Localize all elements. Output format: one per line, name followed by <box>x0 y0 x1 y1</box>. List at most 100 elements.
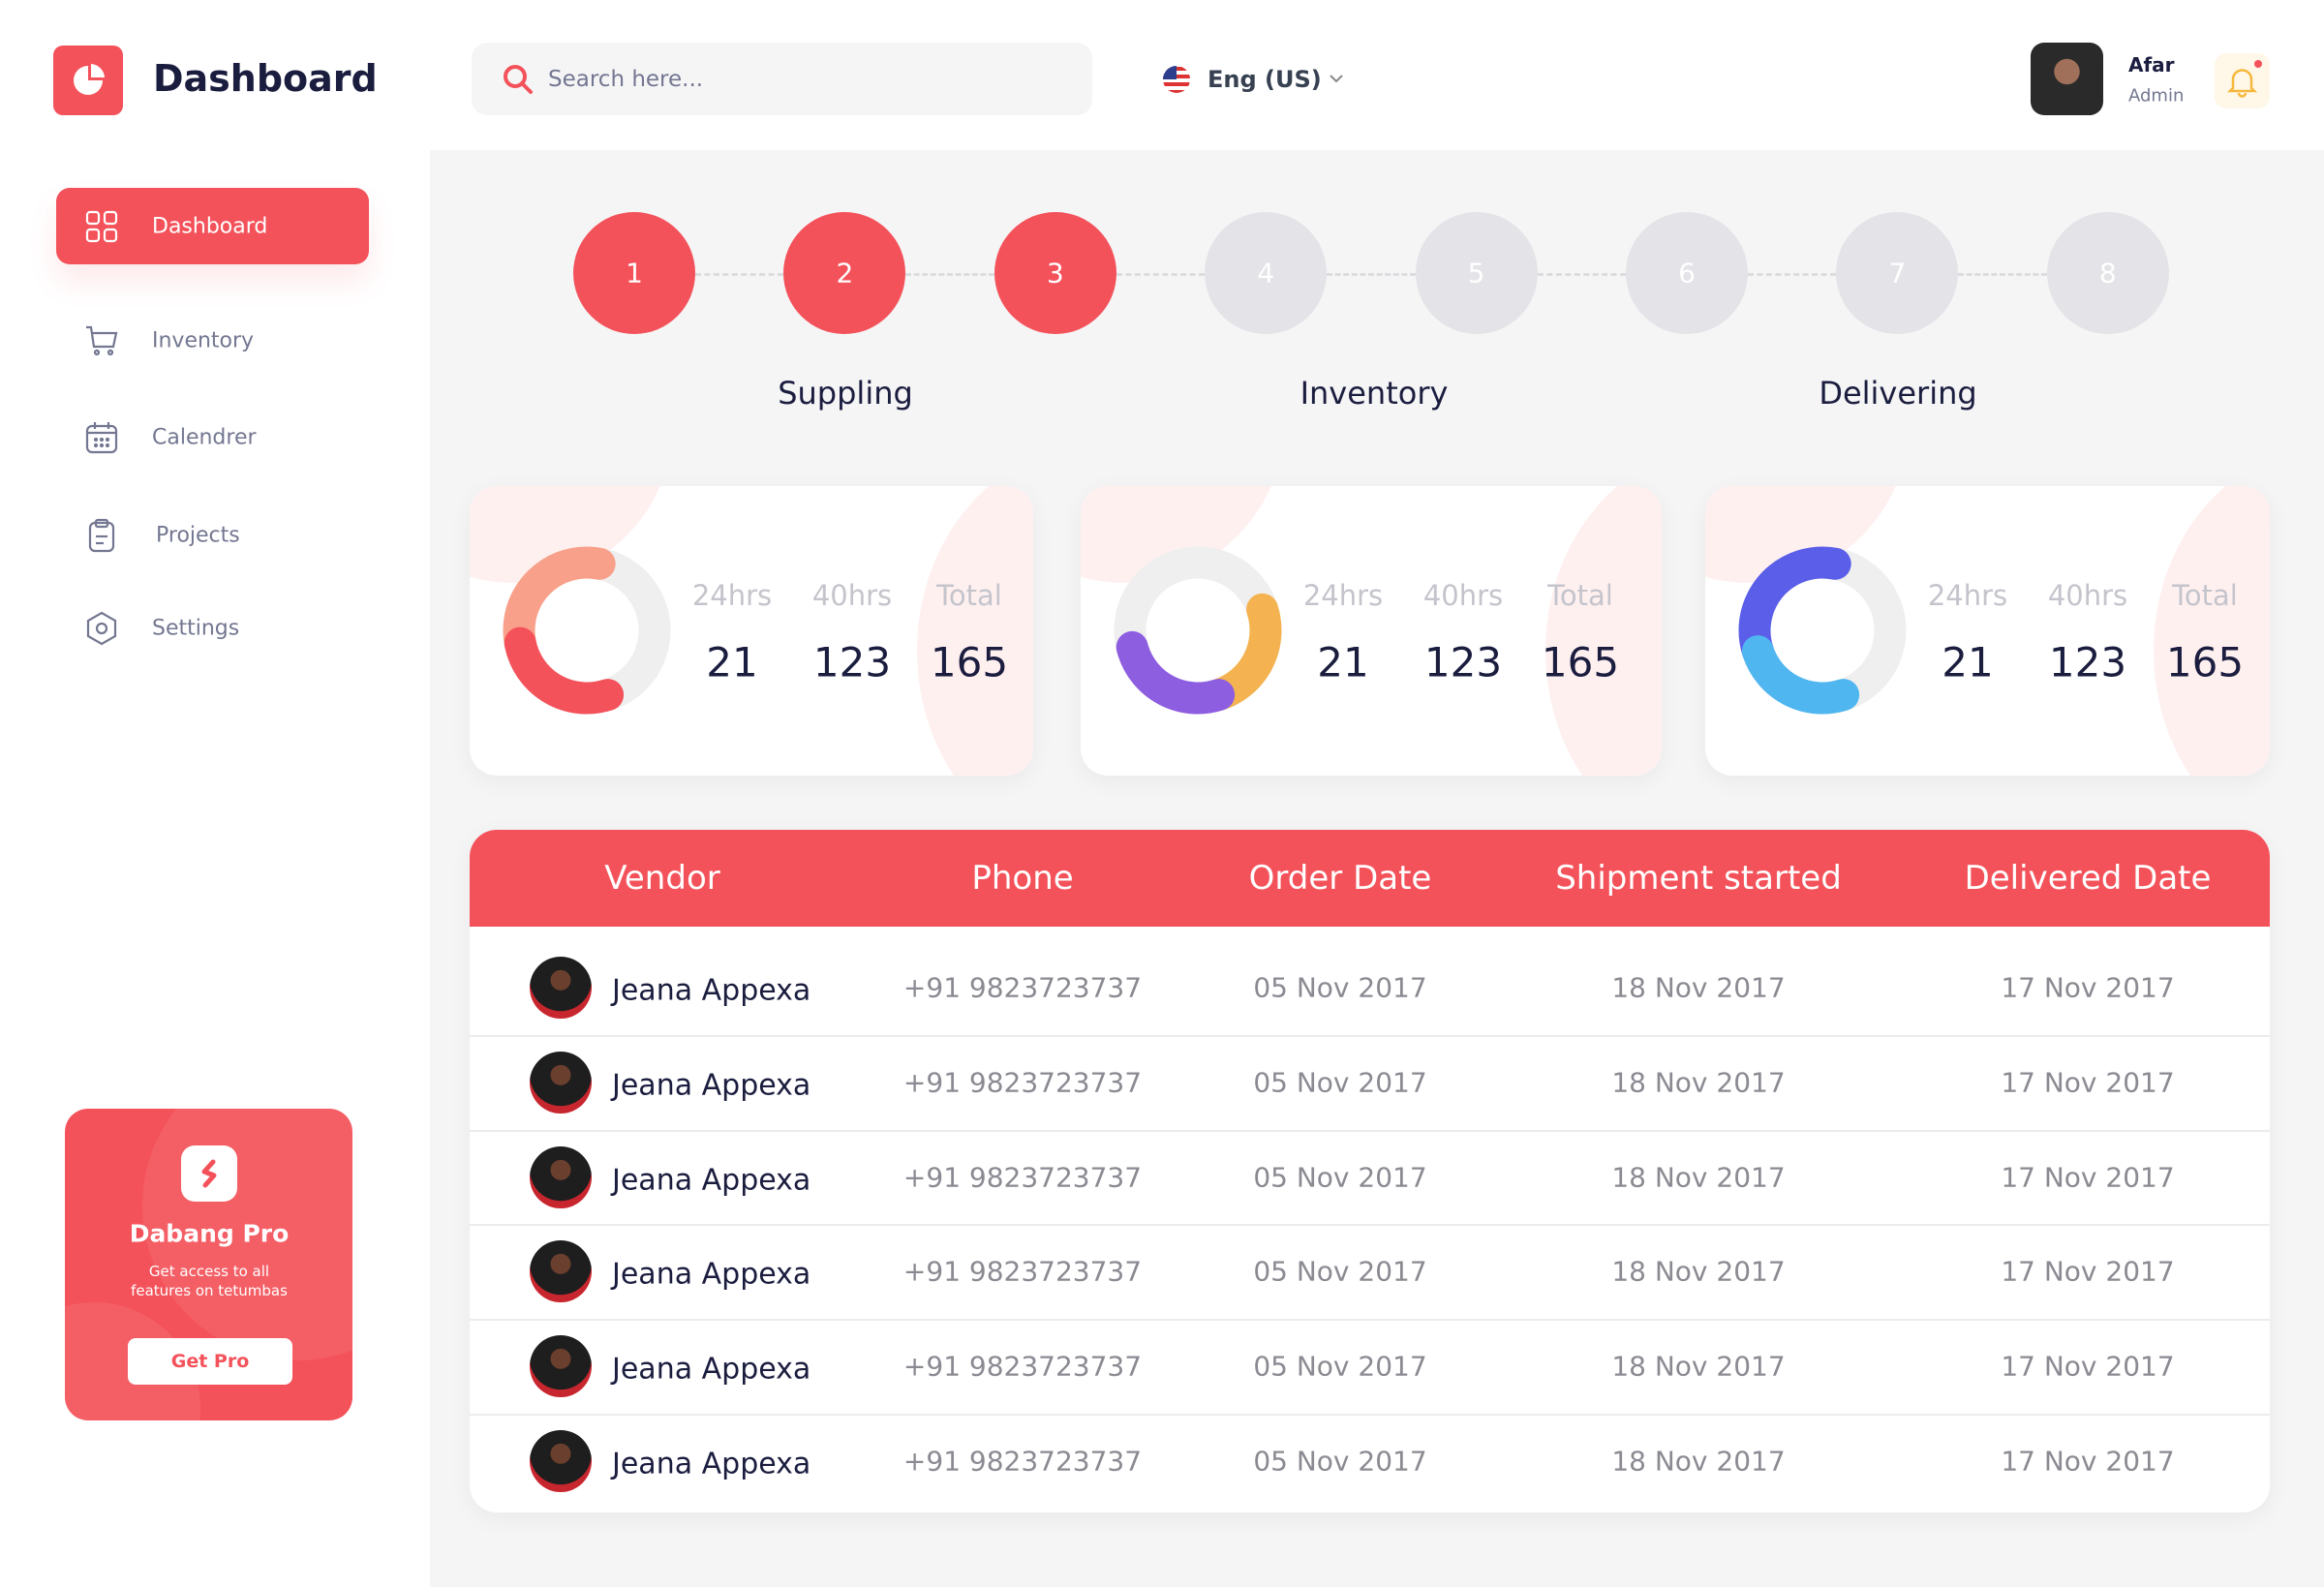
step-number: 7 <box>1888 257 1907 290</box>
stat-value: 165 <box>2165 638 2245 687</box>
vendor-table: Vendor Phone Order Date Shipment started Del… <box>470 830 2270 1512</box>
step-circle[interactable]: 5 <box>1415 212 1538 334</box>
step-number: 1 <box>626 257 643 290</box>
vendor-avatar <box>530 1430 592 1492</box>
stat-label: 24hrs <box>691 579 773 612</box>
stat-value: 123 <box>2048 638 2127 687</box>
table-cell: +91 9823723737 <box>902 1066 1143 1099</box>
step-circle[interactable]: 8 <box>2046 212 2169 334</box>
table-cell: 05 Nov 2017 <box>1253 1066 1427 1099</box>
logo[interactable] <box>53 46 123 115</box>
step-connector <box>1116 273 1206 276</box>
notification-button[interactable] <box>2215 53 2270 108</box>
step-number: 2 <box>836 257 854 290</box>
table-cell: 17 Nov 2017 <box>2001 1445 2175 1478</box>
logo-icon <box>74 64 105 95</box>
table-cell: 05 Nov 2017 <box>1253 1161 1427 1194</box>
step-number: 4 <box>1257 257 1275 290</box>
step-circle[interactable]: 6 <box>1626 212 1748 334</box>
nav-icon <box>86 325 118 356</box>
stat-label: 24hrs <box>1927 579 2008 612</box>
table-cell: 18 Nov 2017 <box>1611 971 1786 1004</box>
donut <box>1114 546 1282 715</box>
get-pro-label: Get Pro <box>170 1351 250 1372</box>
nav-item[interactable]: Projects <box>156 523 240 548</box>
stat-label: 40hrs <box>2047 579 2128 612</box>
card-decoration <box>917 486 1033 776</box>
nav-active-pill[interactable] <box>56 188 369 264</box>
get-pro-button[interactable]: Get Pro <box>128 1338 292 1385</box>
flag-icon <box>1163 66 1190 93</box>
stat-label: 40hrs <box>1422 579 1504 612</box>
table-cell: +91 9823723737 <box>902 1161 1143 1194</box>
search-box[interactable]: Search here... <box>472 43 1092 115</box>
language[interactable]: Eng (US) <box>1208 66 1322 93</box>
table-cell: 17 Nov 2017 <box>2001 1255 2175 1288</box>
table-cell: +91 9823723737 <box>902 1255 1143 1288</box>
dropdown-arrow[interactable] <box>1327 72 1346 85</box>
nav-icon <box>88 518 115 553</box>
step-label: Inventory <box>1300 375 1449 412</box>
table-cell: 18 Nov 2017 <box>1611 1350 1786 1383</box>
vendor-avatar <box>530 1051 592 1114</box>
stat-label: Total <box>2172 579 2238 612</box>
step-connector <box>1327 273 1416 276</box>
table-cell: 05 Nov 2017 <box>1253 971 1427 1004</box>
promo-text: features on tetumbas <box>131 1282 288 1299</box>
stat-label: Total <box>1547 579 1613 612</box>
vendor-name: Jeana Appexa <box>612 973 811 1008</box>
vendor-avatar <box>530 1145 592 1208</box>
donut <box>1738 546 1907 715</box>
row-divider <box>470 1224 2270 1227</box>
stat-value: 123 <box>1423 638 1503 687</box>
table-cell: 18 Nov 2017 <box>1611 1161 1786 1194</box>
nav-item[interactable]: Settings <box>152 616 240 641</box>
stat-value: 165 <box>1541 638 1620 687</box>
stat-value: 21 <box>706 638 758 687</box>
nav-item[interactable]: Inventory <box>152 328 255 353</box>
column-header: Vendor <box>604 859 720 898</box>
step-circle[interactable]: 4 <box>1205 212 1328 334</box>
table-cell: 18 Nov 2017 <box>1611 1066 1786 1099</box>
step-number: 3 <box>1046 257 1064 290</box>
promo-text: Get access to all <box>148 1263 270 1280</box>
table-cell: 05 Nov 2017 <box>1253 1350 1427 1383</box>
table-cell: +91 9823723737 <box>902 971 1143 1004</box>
user-role: Admin <box>2128 85 2185 107</box>
step-connector <box>1537 273 1626 276</box>
card-decoration <box>1545 486 1662 776</box>
stat-card: 24hrs 21 40hrs 123 Total 165 <box>470 486 1033 776</box>
nav-item[interactable]: Calendrer <box>152 425 257 450</box>
table-cell: 18 Nov 2017 <box>1611 1445 1786 1478</box>
step-circle[interactable]: 1 <box>573 212 695 334</box>
vendor-name: Jeana Appexa <box>612 1447 811 1481</box>
row-divider <box>470 1414 2270 1416</box>
stat-value: 21 <box>1942 638 1994 687</box>
stat-label: 40hrs <box>811 579 893 612</box>
stat-card: 24hrs 21 40hrs 123 Total 165 <box>1081 486 1662 776</box>
search-icon <box>504 65 533 94</box>
row-divider <box>470 1034 2270 1037</box>
table-cell: +91 9823723737 <box>902 1350 1143 1383</box>
step-number: 6 <box>1678 257 1696 290</box>
promo-card: Dabang Pro Get access to all features on… <box>65 1109 352 1420</box>
user-avatar[interactable] <box>2031 43 2103 115</box>
step-circle[interactable]: 2 <box>783 212 906 334</box>
user-name: Afar <box>2128 53 2175 76</box>
table-cell: 17 Nov 2017 <box>2001 1066 2175 1099</box>
stat-value: 123 <box>812 638 892 687</box>
table-header <box>470 830 2270 927</box>
step-circle[interactable]: 7 <box>1836 212 1959 334</box>
stat-value: 21 <box>1317 638 1369 687</box>
nav-icon <box>86 611 117 646</box>
vendor-avatar <box>530 957 592 1019</box>
step-circle[interactable]: 3 <box>994 212 1116 334</box>
vendor-name: Jeana Appexa <box>612 1257 811 1292</box>
stat-label: Total <box>936 579 1002 612</box>
promo-icon <box>181 1145 237 1202</box>
step-connector <box>1958 273 2047 276</box>
nav-item[interactable]: Dashboard <box>152 214 268 239</box>
step-number: 8 <box>2098 257 2117 290</box>
vendor-name: Jeana Appexa <box>612 1163 811 1198</box>
